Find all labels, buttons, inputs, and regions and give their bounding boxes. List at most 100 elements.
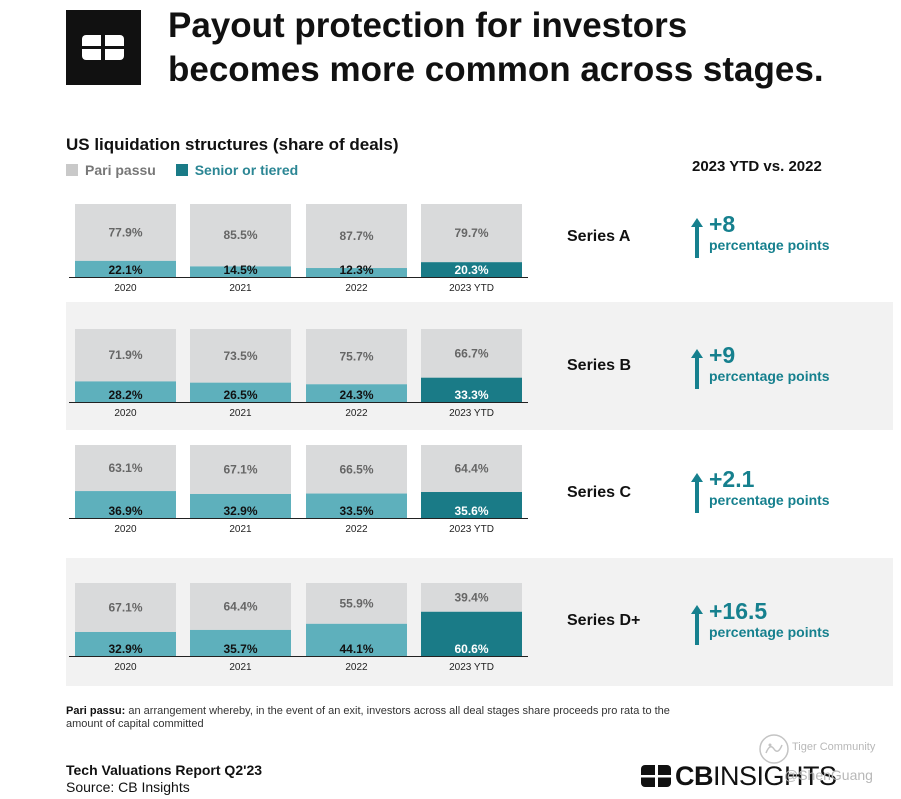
bar-senior: [75, 381, 176, 402]
delta-unit: percentage points: [709, 237, 830, 253]
legend-senior: Senior or tiered: [175, 162, 298, 178]
x-tick-label: 2020: [114, 524, 137, 535]
label-pari-passu: 75.7%: [339, 350, 373, 364]
x-tick-label: 2021: [229, 662, 252, 673]
delta-series-b: +9 percentage points: [690, 342, 870, 397]
source-text: Source: CB Insights: [66, 779, 190, 795]
brand-light: INSIGHTS: [713, 761, 837, 791]
watermark-line-2: @ShenGuang: [784, 767, 873, 783]
legend-senior-swatch: [175, 164, 188, 176]
bar-senior: [190, 629, 291, 656]
bar-pari-passu: [306, 329, 407, 385]
delta-series-c: +2.1 percentage points: [690, 466, 870, 521]
page-title: Payout protection for investors becomes …: [168, 4, 888, 92]
x-tick-label: 2023 YTD: [449, 408, 494, 419]
bar-senior: [421, 262, 522, 277]
x-tick-label: 2020: [114, 662, 137, 673]
label-senior: 60.6%: [454, 642, 488, 656]
report-name: Tech Valuations Report Q2'23: [66, 762, 263, 778]
label-senior: 33.3%: [454, 388, 488, 402]
label-pari-passu: 66.5%: [339, 462, 373, 476]
arrow-up-icon: [691, 349, 703, 389]
x-tick-label: 2023 YTD: [449, 283, 494, 294]
legend-pari-label: Pari passu: [85, 162, 156, 178]
label-senior: 26.5%: [223, 388, 257, 402]
title-line-2: becomes more common across stages.: [168, 50, 824, 89]
label-pari-passu: 85.5%: [223, 228, 257, 242]
series-label-b: Series B: [567, 357, 632, 374]
footnote-term: Pari passu:: [66, 705, 126, 717]
bar-senior: [306, 268, 407, 277]
delta-value: +9: [709, 342, 736, 368]
cb-logo-icon: [641, 765, 671, 787]
x-tick-label: 2021: [229, 283, 252, 294]
legend-pari-swatch: [66, 164, 78, 176]
footnote: Pari passu: an arrangement whereby, in t…: [66, 705, 706, 731]
label-pari-passu: 66.7%: [454, 346, 488, 360]
delta-unit: percentage points: [709, 368, 830, 384]
label-senior: 22.1%: [108, 263, 142, 277]
label-pari-passu: 39.4%: [454, 590, 488, 604]
x-tick-label: 2022: [345, 408, 368, 419]
bar-pari-passu: [306, 583, 407, 624]
x-tick-label: 2020: [114, 408, 137, 419]
label-pari-passu: 71.9%: [108, 348, 142, 362]
label-pari-passu: 67.1%: [108, 600, 142, 614]
x-tick-label: 2023 YTD: [449, 524, 494, 535]
x-tick-label: 2023 YTD: [449, 662, 494, 673]
delta-series-a: +8 percentage points: [690, 211, 870, 266]
label-senior: 28.2%: [108, 388, 142, 402]
bar-pari-passu: [306, 204, 407, 269]
bar-senior: [421, 377, 522, 402]
label-pari-passu: 77.9%: [108, 225, 142, 239]
bar-senior: [190, 493, 291, 518]
bar-senior: [306, 384, 407, 402]
delta-unit: percentage points: [709, 624, 830, 640]
bar-pari-passu: [75, 445, 176, 492]
series-label-c: Series C: [567, 484, 632, 501]
x-tick-label: 2020: [114, 283, 137, 294]
bar-pari-passu: [190, 204, 291, 267]
label-senior: 36.9%: [108, 504, 142, 518]
series-label-a: Series A: [567, 228, 631, 245]
label-pari-passu: 64.4%: [223, 599, 257, 613]
label-senior: 44.1%: [339, 642, 373, 656]
label-pari-passu: 63.1%: [108, 461, 142, 475]
bar-senior: [75, 631, 176, 656]
series-label-d: Series D+: [567, 612, 641, 629]
label-senior: 24.3%: [339, 388, 373, 402]
bar-pari-passu: [75, 329, 176, 382]
watermark: Tiger Community @ShenGuang: [758, 733, 898, 789]
bar-pari-passu: [75, 204, 176, 261]
label-senior: 32.9%: [223, 504, 257, 518]
bar-senior: [421, 611, 522, 656]
label-senior: 12.3%: [339, 263, 373, 277]
delta-value: +8: [709, 211, 736, 237]
bar-pari-passu: [190, 445, 291, 494]
label-pari-passu: 64.4%: [454, 462, 488, 476]
bar-senior: [190, 266, 291, 277]
legend-pari-passu: Pari passu: [66, 162, 156, 178]
delta-value: +2.1: [709, 466, 755, 492]
chart-title: US liquidation structures (share of deal…: [66, 135, 399, 154]
label-pari-passu: 73.5%: [223, 349, 257, 363]
brand-bold: CB: [675, 761, 714, 791]
bar-pari-passu: [190, 583, 291, 630]
label-senior: 14.5%: [223, 263, 257, 277]
x-tick-label: 2022: [345, 283, 368, 294]
bar-pari-passu: [75, 583, 176, 632]
arrow-up-icon: [691, 473, 703, 513]
comparison-title: 2023 YTD vs. 2022: [692, 158, 822, 175]
footnote-text: an arrangement whereby, in the event of …: [66, 705, 670, 730]
bar-senior: [421, 492, 522, 518]
label-pari-passu: 87.7%: [339, 229, 373, 243]
bar-senior: [306, 493, 407, 518]
x-tick-label: 2021: [229, 408, 252, 419]
bar-senior: [75, 491, 176, 518]
label-pari-passu: 79.7%: [454, 226, 488, 240]
x-tick-label: 2022: [345, 524, 368, 535]
bar-pari-passu: [421, 445, 522, 493]
bar-senior: [75, 260, 176, 277]
label-pari-passu: 67.1%: [223, 462, 257, 476]
bar-senior: [190, 382, 291, 402]
